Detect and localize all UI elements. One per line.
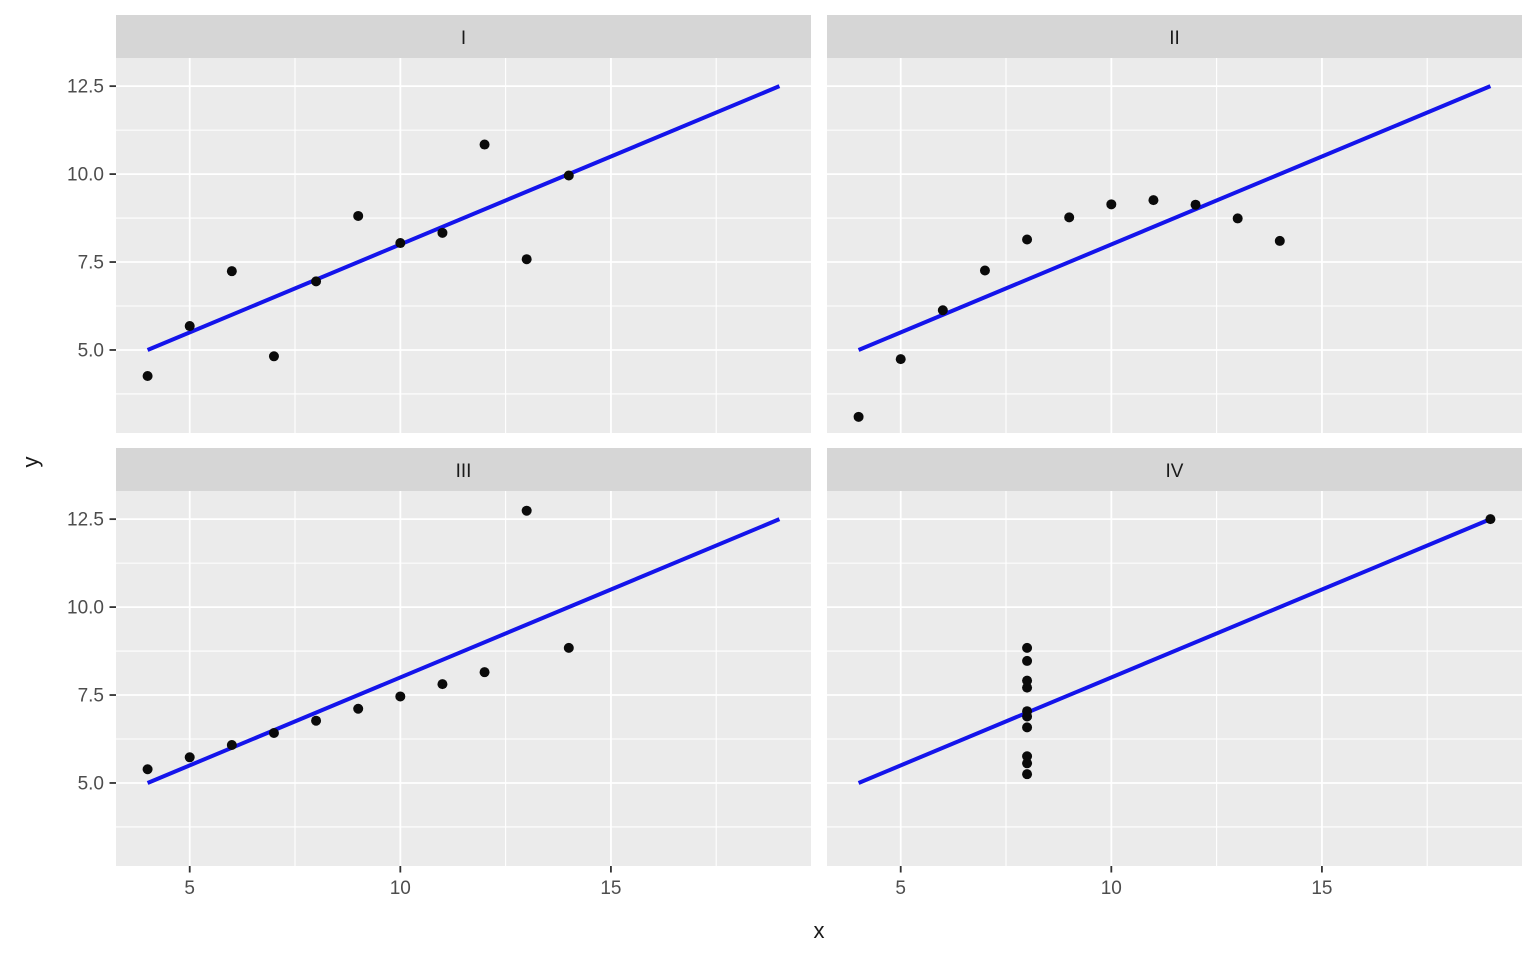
- data-point: [184, 752, 195, 763]
- data-point: [353, 703, 364, 714]
- data-point: [395, 691, 406, 702]
- y-tick-label: 10.0: [67, 598, 104, 619]
- y-tick-label: 7.5: [78, 686, 104, 707]
- data-point: [268, 351, 279, 362]
- data-point: [521, 254, 532, 265]
- data-point: [479, 667, 490, 678]
- data-point: [1022, 675, 1033, 686]
- data-point: [521, 505, 532, 516]
- data-point: [437, 679, 448, 690]
- trend-line: [146, 517, 781, 785]
- facet-strip-label: II: [1169, 28, 1180, 49]
- data-point: [395, 238, 406, 249]
- y-tick-label: 5.0: [78, 340, 104, 361]
- data-point: [226, 739, 237, 750]
- y-tick-label: 12.5: [67, 77, 104, 98]
- facet-strip: [827, 448, 1522, 491]
- data-point: [1022, 711, 1033, 722]
- facet-strip: [116, 448, 811, 491]
- x-tick-label: 15: [1311, 878, 1332, 899]
- data-point: [1022, 655, 1033, 666]
- data-point: [311, 276, 322, 287]
- panel-background: [116, 58, 811, 433]
- data-point: [1064, 212, 1075, 223]
- data-point: [1232, 213, 1243, 224]
- data-point: [895, 354, 906, 365]
- panel-background: [827, 491, 1522, 866]
- facet-strip: [116, 15, 811, 58]
- y-tick-label: 12.5: [67, 510, 104, 531]
- y-tick-label: 7.5: [78, 253, 104, 274]
- data-point: [937, 305, 948, 316]
- data-point: [1022, 758, 1033, 769]
- data-point: [563, 170, 574, 181]
- data-point: [268, 728, 279, 739]
- facet-strip-label: IV: [1166, 461, 1184, 482]
- data-point: [142, 764, 153, 775]
- data-point: [311, 715, 322, 726]
- data-point: [1190, 199, 1201, 210]
- facet-panel-IV: IV: [827, 448, 1522, 866]
- data-point: [1022, 642, 1033, 653]
- data-point: [1022, 769, 1033, 780]
- data-point: [1022, 751, 1033, 762]
- x-axis-title: x: [813, 918, 825, 943]
- data-point: [563, 642, 574, 653]
- data-point: [853, 411, 864, 422]
- data-point: [479, 139, 490, 150]
- data-point: [353, 210, 364, 221]
- facet-panel-I: I: [116, 15, 811, 433]
- x-tick-label: 10: [390, 878, 411, 899]
- facet-strip-label: III: [456, 461, 472, 482]
- y-tick-label: 5.0: [78, 773, 104, 794]
- trend-line: [146, 84, 781, 352]
- x-tick-label: 5: [895, 878, 906, 899]
- x-tick-label: 10: [1101, 878, 1122, 899]
- trend-line: [857, 84, 1492, 352]
- data-point: [184, 321, 195, 332]
- data-point: [142, 371, 153, 382]
- data-point: [1485, 514, 1496, 525]
- data-point: [1022, 234, 1033, 245]
- data-point: [1106, 199, 1117, 210]
- data-point: [979, 265, 990, 276]
- facet-strip: [827, 15, 1522, 58]
- facet-panel-III: III: [116, 448, 811, 866]
- data-point: [1022, 722, 1033, 733]
- trend-line: [857, 517, 1492, 785]
- data-point: [437, 227, 448, 238]
- data-point: [1274, 235, 1285, 246]
- data-point: [1022, 682, 1033, 693]
- x-tick-label: 5: [184, 878, 195, 899]
- panel-background: [116, 491, 811, 866]
- panel-background: [827, 58, 1522, 433]
- y-axis-title: y: [18, 456, 43, 468]
- facet-panel-II: II: [827, 15, 1522, 433]
- y-tick-label: 10.0: [67, 165, 104, 186]
- x-tick-label: 15: [600, 878, 621, 899]
- data-point: [226, 266, 237, 277]
- data-point: [1148, 195, 1159, 206]
- facet-strip-label: I: [461, 28, 466, 49]
